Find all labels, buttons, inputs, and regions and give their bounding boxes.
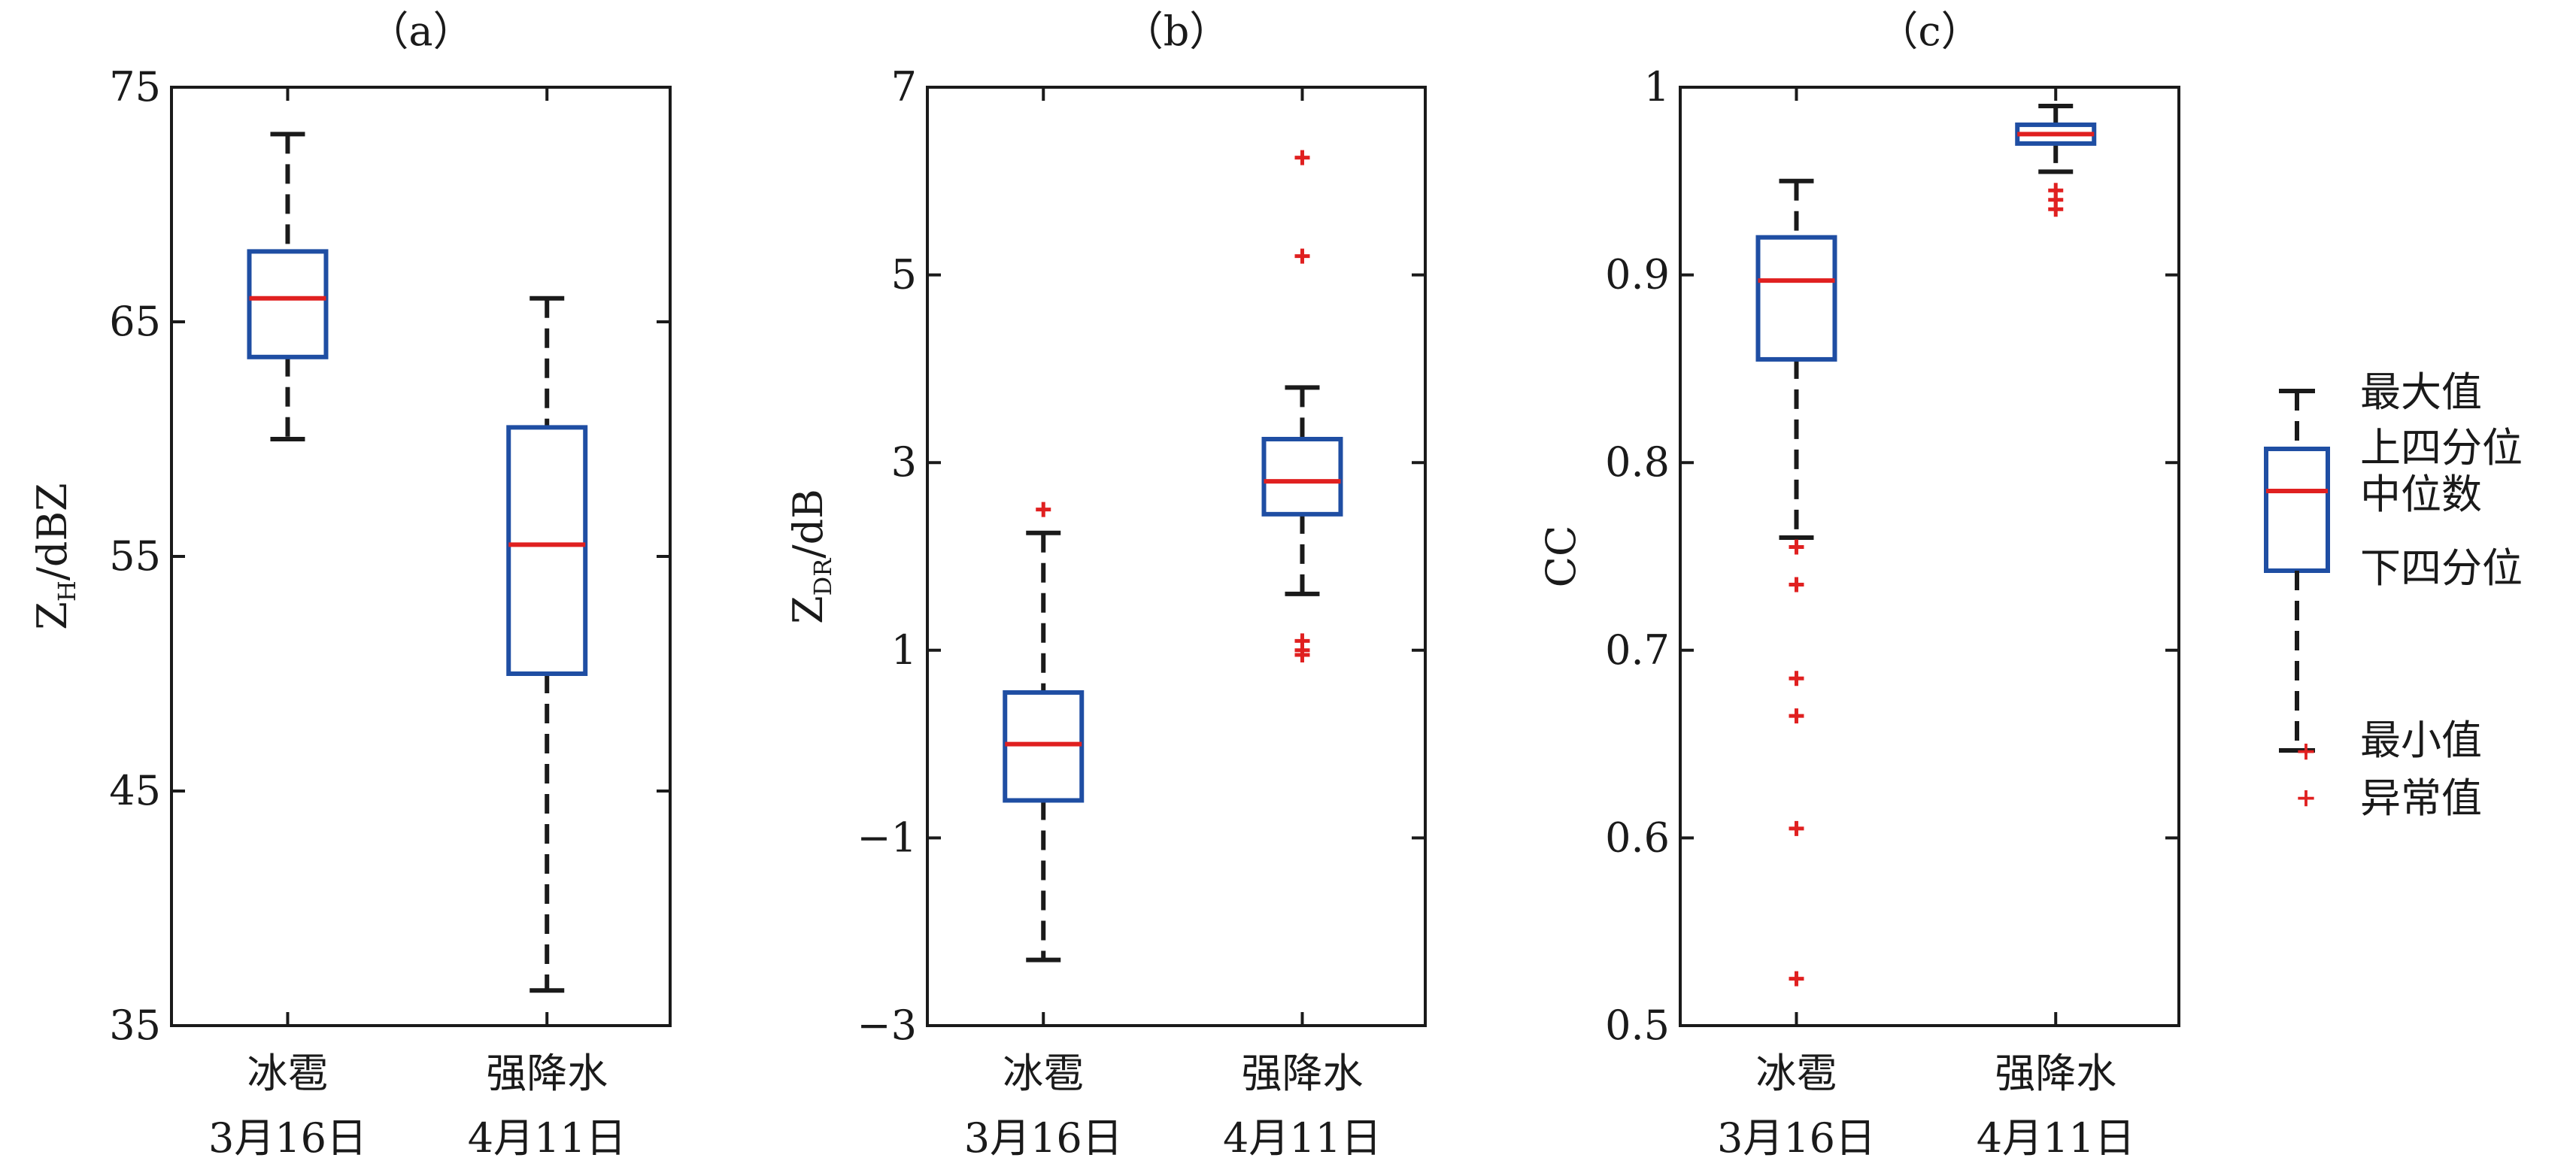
category-date-label: 4月11日 [1977, 1114, 2135, 1162]
outlier-marker [1294, 248, 1310, 264]
category-label: 强降水 [1241, 1050, 1363, 1097]
iqr-box [1261, 437, 1343, 517]
y-axis-label: ZH/dBZ [29, 483, 81, 629]
box-series-1 [1755, 178, 1837, 987]
chart-panels: 3545556575冰雹3月16日强降水4月11日（a）ZH/dBZ−3−113… [29, 8, 2180, 1162]
panel-title: （a） [368, 8, 473, 55]
y-tick-label: 55 [109, 532, 161, 580]
y-tick-label: 75 [109, 63, 161, 111]
legend-max-label: 最大值 [2360, 368, 2482, 416]
outlier-marker [1789, 971, 1804, 987]
y-tick-label: 3 [891, 438, 917, 486]
y-tick-label: 0.6 [1605, 814, 1670, 861]
plot-frame [1679, 86, 2180, 1027]
y-tick-label: 0.7 [1605, 626, 1670, 674]
category-date-label: 3月16日 [208, 1114, 367, 1162]
outlier-marker [1789, 708, 1804, 724]
legend-outlier-marker: + [2295, 736, 2317, 766]
category-date-label: 3月16日 [1717, 1114, 1876, 1162]
panel-a: 35 45 55 65 75 冰雹 3月16日 强降水 4月11日 （a） ZH/dBZ [29, 8, 672, 1162]
outlier-marker [1294, 647, 1310, 663]
iqr-box [506, 425, 588, 677]
outlier-marker [1789, 539, 1804, 555]
iqr-box [1755, 235, 1837, 362]
panel-b: −3 −1 1 3 5 7 冰雹 3月16日 强降水 4月11日 （b） ZDR/dB [784, 8, 1427, 1162]
panel-title: （c） [1877, 8, 1981, 55]
plot-frame [170, 86, 672, 1027]
outlier-marker [1789, 671, 1804, 687]
iqr-box [247, 249, 329, 359]
y-tick-label: 1 [1644, 63, 1670, 111]
box-series-1 [1003, 502, 1085, 962]
y-tick-label: 35 [109, 1002, 161, 1049]
category-label: 强降水 [1995, 1050, 2116, 1097]
legend-q1-label: 下四分位 [2360, 544, 2523, 592]
y-tick-label: −3 [857, 1002, 917, 1049]
outlier-marker [1036, 502, 1051, 517]
category-date-label: 4月11日 [1223, 1114, 1382, 1162]
category-label: 冰雹 [1755, 1050, 1837, 1097]
legend-median-label: 中位数 [2360, 471, 2482, 518]
box-series-2 [2015, 103, 2097, 217]
legend-q3-label: 上四分位 [2360, 424, 2523, 471]
outlier-marker [1789, 820, 1804, 836]
iqr-box [1003, 690, 1085, 803]
category-label: 强降水 [486, 1050, 608, 1097]
y-tick-label: −1 [857, 814, 917, 861]
box-series-1 [247, 132, 329, 441]
y-axis-label: ZDR/dB [784, 489, 837, 624]
legend: + + 最大值 上四分位 中位数 下四分位 最小值 异常值 [2264, 368, 2523, 822]
y-tick-label: 0.8 [1605, 438, 1670, 486]
y-tick-label: 0.5 [1605, 1002, 1670, 1049]
category-date-label: 4月11日 [468, 1114, 627, 1162]
panel-c: 0.5 0.6 0.7 0.8 0.9 1 冰雹 3月16日 强降水 4月11日 （c） CC [1537, 8, 2180, 1162]
box-series-2 [1261, 150, 1343, 663]
y-tick-label: 0.9 [1605, 251, 1670, 299]
box-series-2 [506, 296, 588, 993]
outlier-marker [1789, 577, 1804, 593]
category-label: 冰雹 [247, 1050, 328, 1097]
y-tick-label: 5 [891, 251, 917, 299]
category-label: 冰雹 [1003, 1050, 1084, 1097]
y-tick-label: 45 [109, 767, 161, 814]
legend-outlier-marker-sample: + [2295, 783, 2317, 813]
outlier-marker [2048, 202, 2064, 217]
panel-title: （b） [1123, 8, 1230, 55]
y-tick-label: 7 [891, 63, 917, 111]
category-date-label: 3月16日 [964, 1114, 1123, 1162]
y-tick-label: 1 [891, 626, 917, 674]
plot-frame [926, 86, 1427, 1027]
legend-box [2264, 447, 2330, 573]
y-tick-label: 65 [109, 298, 161, 345]
y-axis-label: CC [1537, 526, 1585, 588]
outlier-marker [1294, 150, 1310, 165]
legend-outlier-label: 异常值 [2360, 774, 2482, 822]
legend-min-label: 最小值 [2360, 717, 2482, 764]
